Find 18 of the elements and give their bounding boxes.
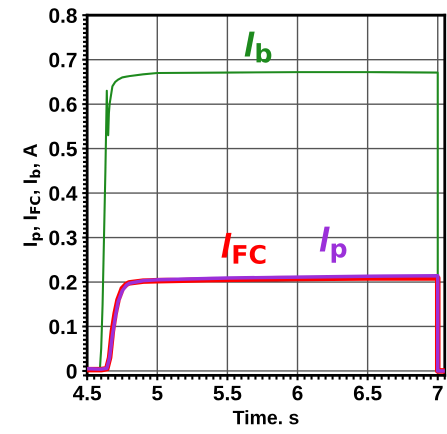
x-tick-label: 6.5	[354, 386, 382, 400]
y-tick-label: 0.6	[49, 97, 77, 112]
y-tick-label: 0.8	[49, 8, 77, 23]
series-label: I$_{b}$	[244, 32, 272, 63]
y-tick-label: 0.4	[49, 186, 78, 201]
x-tick-label: 4.5	[73, 386, 102, 400]
y-tick-label: 0	[66, 364, 77, 379]
y-tick-label: 0.1	[49, 319, 77, 334]
y-tick-label: 0.5	[49, 142, 77, 156]
y-tick-label: 0.2	[49, 275, 77, 290]
x-tick-label: 7	[432, 386, 443, 400]
x-tick-label: 5	[152, 386, 162, 400]
x-tick-label: 5.5	[214, 386, 242, 400]
y-tick-label: 0.7	[49, 52, 77, 68]
y-axis-title: I$_{p}$, I$_{FC}$, I$_{b}$, A	[23, 144, 43, 246]
x-tick-label: 6	[292, 386, 303, 400]
y-tick-label: 0.3	[49, 230, 77, 246]
x-axis-title: Time. s	[232, 410, 298, 424]
